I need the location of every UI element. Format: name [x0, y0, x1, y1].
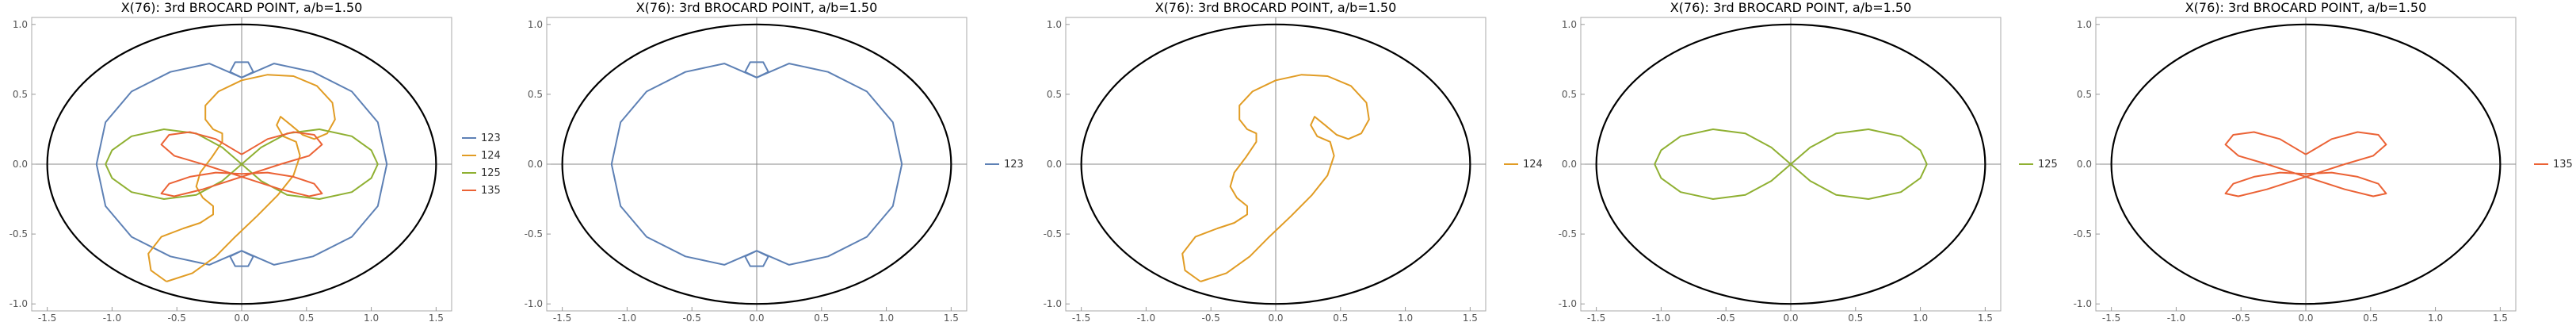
chart-title: X(76): 3rd BROCARD POINT, a/b=1.50: [636, 0, 878, 15]
chart-title: X(76): 3rd BROCARD POINT, a/b=1.50: [2185, 0, 2427, 15]
boundary-ellipse: [1595, 23, 1986, 305]
x-tick-label: 1.0: [2428, 312, 2443, 322]
x-tick-label: 1.5: [429, 312, 444, 322]
y-tick-label: 1.0: [528, 19, 543, 30]
y-tick-label: 0.5: [13, 89, 28, 100]
y-tick-label: 1.0: [1562, 19, 1577, 30]
y-tick-label: 1.0: [13, 19, 28, 30]
x-tick-label: 1.0: [1398, 312, 1413, 322]
x-tick-label: -0.5: [1716, 312, 1735, 322]
x-tick-label: -1.5: [1587, 312, 1605, 322]
series-line-135: [160, 131, 323, 197]
series-line-123: [610, 61, 903, 267]
chart-panel-4: X(76): 3rd BROCARD POINT, a/b=1.50 -1.5 -1…: [1559, 0, 2058, 322]
y-tick-label: -1.0: [1559, 298, 1577, 309]
y-tick-label: -1.0: [2074, 298, 2092, 309]
x-tick-label: -1.5: [553, 312, 571, 322]
x-tick-label: 0.5: [1848, 312, 1863, 322]
x-tick-label: -1.5: [1072, 312, 1090, 322]
y-tick-label: 0.5: [528, 89, 543, 100]
x-tick-label: -1.0: [2167, 312, 2185, 322]
y-tick-label: 0.5: [1047, 89, 1062, 100]
y-tick-label: -1.0: [10, 298, 28, 309]
chart-panel-1: X(76): 3rd BROCARD POINT, a/b=1.50 -1.5 -1…: [10, 0, 501, 322]
x-tick-label: -0.5: [2231, 312, 2250, 322]
series-line-123: [95, 61, 388, 267]
x-tick-label: -0.5: [167, 312, 185, 322]
x-tick-label: 0.0: [234, 312, 249, 322]
y-tick-label: 0.5: [2077, 89, 2092, 100]
y-tick-label: -0.5: [2074, 228, 2092, 240]
y-tick-label: 1.0: [2077, 19, 2092, 30]
x-tick-label: 1.0: [364, 312, 379, 322]
series-line-124: [1181, 74, 1370, 282]
series-line-125: [105, 128, 379, 200]
y-tick-label: 1.0: [1047, 19, 1062, 30]
boundary-ellipse: [2110, 23, 2502, 305]
chart-title: X(76): 3rd BROCARD POINT, a/b=1.50: [1670, 0, 1912, 15]
x-tick-label: 1.5: [1978, 312, 1993, 322]
x-tick-label: 0.5: [2363, 312, 2378, 322]
chart-panel-3: X(76): 3rd BROCARD POINT, a/b=1.50 -1.5 -1…: [1044, 0, 1543, 322]
y-tick-label: -0.5: [1559, 228, 1577, 240]
series-line-135: [2224, 131, 2387, 197]
x-tick-label: 0.0: [1783, 312, 1798, 322]
legend-label-135: 135: [2553, 159, 2573, 171]
y-tick-label: -0.5: [1044, 228, 1062, 240]
y-tick-label: 0.0: [2077, 159, 2092, 170]
x-tick-label: 0.5: [299, 312, 314, 322]
chart-title: X(76): 3rd BROCARD POINT, a/b=1.50: [121, 0, 363, 15]
legend-label-125: 125: [2038, 159, 2058, 171]
legend-label-125: 125: [481, 167, 501, 179]
series-line-125: [1654, 128, 1928, 200]
y-tick-label: -1.0: [1044, 298, 1062, 309]
chart-panel-2: X(76): 3rd BROCARD POINT, a/b=1.50 -1.5 -1…: [525, 0, 1024, 322]
y-tick-label: 0.0: [1562, 159, 1577, 170]
chart-title: X(76): 3rd BROCARD POINT, a/b=1.50: [1155, 0, 1397, 15]
chart-panel-5: X(76): 3rd BROCARD POINT, a/b=1.50 -1.5 -1…: [2074, 0, 2573, 322]
boundary-ellipse: [561, 23, 952, 305]
y-tick-label: 0.0: [1047, 159, 1062, 170]
y-tick-label: -1.0: [525, 298, 543, 309]
x-tick-label: 1.0: [879, 312, 894, 322]
legend-label-124: 124: [481, 150, 501, 162]
legend-label-135: 135: [481, 185, 501, 197]
y-tick-label: -0.5: [525, 228, 543, 240]
x-tick-label: 1.5: [1463, 312, 1478, 322]
x-tick-label: 0.0: [2298, 312, 2313, 322]
y-tick-label: 0.5: [1562, 89, 1577, 100]
y-tick-label: 0.0: [13, 159, 28, 170]
x-tick-label: -0.5: [682, 312, 700, 322]
x-tick-label: 1.5: [2493, 312, 2508, 322]
x-tick-label: -1.0: [618, 312, 636, 322]
series-line-124: [147, 74, 336, 282]
y-tick-label: -0.5: [10, 228, 28, 240]
x-tick-label: 1.5: [944, 312, 959, 322]
x-tick-label: -1.0: [103, 312, 121, 322]
x-tick-label: 0.0: [1268, 312, 1283, 322]
x-tick-label: -1.0: [1137, 312, 1155, 322]
x-tick-label: 0.0: [749, 312, 764, 322]
x-tick-label: 0.5: [1333, 312, 1348, 322]
x-tick-label: 0.5: [814, 312, 829, 322]
x-tick-label: -1.5: [38, 312, 56, 322]
boundary-ellipse: [1080, 23, 1471, 305]
x-tick-label: -0.5: [1201, 312, 1219, 322]
x-tick-label: -1.5: [2102, 312, 2120, 322]
legend-label-124: 124: [1523, 159, 1543, 171]
x-tick-label: 1.0: [1913, 312, 1928, 322]
legend-label-123: 123: [481, 132, 501, 144]
y-tick-label: 0.0: [528, 159, 543, 170]
boundary-ellipse: [46, 23, 437, 305]
legend-label-123: 123: [1004, 159, 1024, 171]
x-tick-label: -1.0: [1652, 312, 1670, 322]
